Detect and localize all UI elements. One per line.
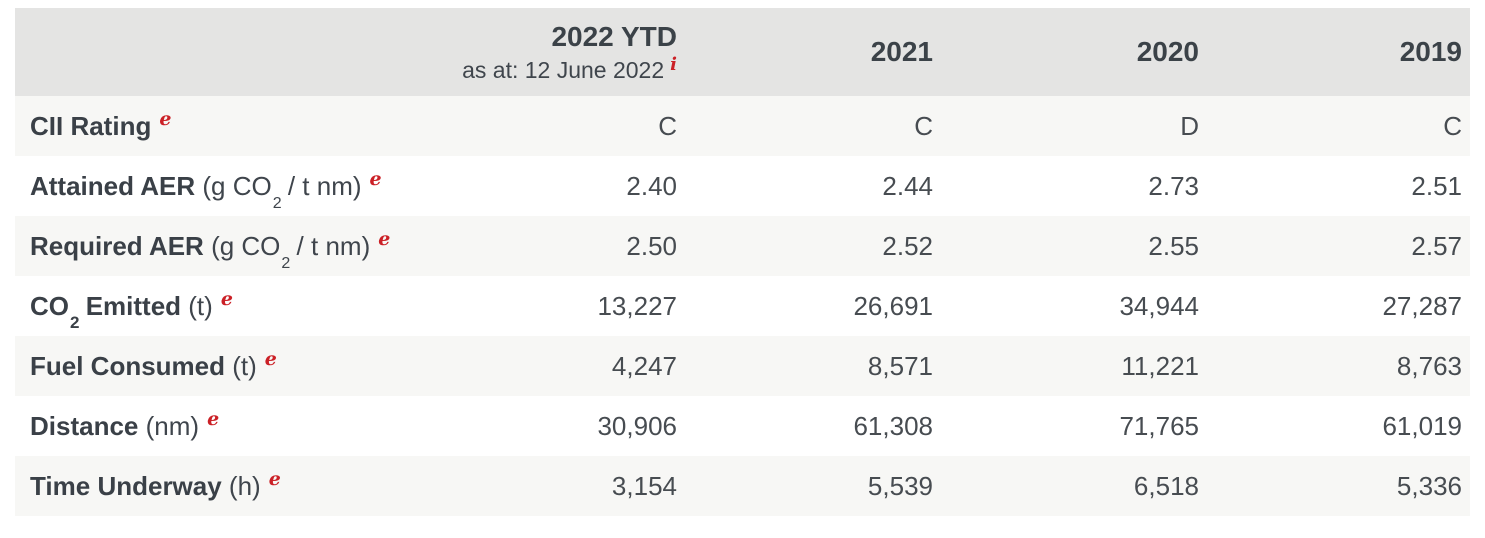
- footnote-e-marker: e: [264, 347, 277, 370]
- footnote-e-marker: e: [159, 107, 172, 130]
- cell-value: 2.73: [1148, 170, 1199, 201]
- cell-value: 13,227: [597, 290, 677, 321]
- cell-value: 61,019: [1382, 410, 1462, 441]
- table-row-co2-emitted: CO2 Emitted (t) e 13,227 26,691 34,944 27…: [15, 276, 1470, 336]
- cell-value: 6,518: [1133, 470, 1199, 501]
- cell-value: C: [658, 110, 677, 141]
- cell-value: 11,221: [1121, 350, 1199, 381]
- table-row-attained-aer: Attained AER (g CO2 / t nm) e 2.40 2.44 2…: [15, 156, 1470, 216]
- cell-value: 8,571: [867, 350, 933, 381]
- cell-value: 27,287: [1382, 290, 1462, 321]
- row-unit-text: / t nm): [280, 170, 362, 201]
- row-label-text: Time Underway: [30, 470, 222, 501]
- footnote-e-marker: e: [220, 287, 233, 310]
- header-2020: 2020: [1136, 36, 1199, 67]
- row-label-text: Required AER: [30, 230, 204, 261]
- cell-value: 2.44: [882, 170, 933, 201]
- cell-value: 2.52: [882, 230, 933, 261]
- cell-value: 71,765: [1119, 410, 1199, 441]
- cell-value: 8,763: [1396, 350, 1462, 381]
- cell-value: 61,308: [853, 410, 933, 441]
- emissions-table: 2022 YTD as at: 12 June 2022 i 2021 2020 …: [15, 8, 1470, 516]
- table-row-fuel-consumed: Fuel Consumed (t) e 4,247 8,571 11,221 8,…: [15, 336, 1470, 396]
- cell-value: 2.50: [626, 230, 677, 261]
- row-unit-text: (nm): [138, 410, 200, 441]
- row-label-text: Fuel Consumed: [30, 350, 226, 381]
- table-row-required-aer: Required AER (g CO2 / t nm) e 2.50 2.52 2…: [15, 216, 1470, 276]
- footnote-e-marker: e: [369, 167, 382, 190]
- row-label-cii-rating: CII Rating e: [15, 96, 435, 156]
- footnote-e-marker: e: [207, 407, 220, 430]
- cell-value: 2.55: [1148, 230, 1199, 261]
- table-row-cii-rating: CII Rating e C C D C: [15, 96, 1470, 156]
- header-2019: 2019: [1399, 36, 1462, 67]
- header-2022-ytd-subtitle: as at: 12 June 2022 i: [435, 55, 677, 85]
- row-unit-text: / t nm): [289, 230, 371, 261]
- footnote-e-marker: e: [378, 227, 391, 250]
- row-label-attained-aer: Attained AER (g CO2 / t nm) e: [15, 156, 435, 216]
- row-label-fuel-consumed: Fuel Consumed (t) e: [15, 336, 435, 396]
- cell-value: 2.57: [1411, 230, 1462, 261]
- footnote-e-marker: e: [268, 467, 281, 490]
- row-label-distance: Distance (nm) e: [15, 396, 435, 456]
- row-label-text: Distance: [30, 410, 139, 441]
- cell-value: 30,906: [597, 410, 677, 441]
- cell-value: 5,336: [1396, 470, 1462, 501]
- as-at-date-label: as at: 12 June 2022: [462, 57, 665, 83]
- row-unit-text: (t): [181, 290, 213, 321]
- row-label-required-aer: Required AER (g CO2 / t nm) e: [15, 216, 435, 276]
- row-unit-subscript: 2: [272, 194, 282, 212]
- row-unit-text: (h): [221, 470, 261, 501]
- row-unit-text: (g CO: [203, 230, 281, 261]
- cell-value: 4,247: [611, 350, 677, 381]
- cell-value: 3,154: [611, 470, 677, 501]
- cell-value: 2.51: [1411, 170, 1462, 201]
- row-label-text: Attained AER: [30, 170, 196, 201]
- cell-value: C: [914, 110, 933, 141]
- row-label-time-underway: Time Underway (h) e: [15, 456, 435, 516]
- row-unit-text: (t): [225, 350, 257, 381]
- cell-value: D: [1180, 110, 1199, 141]
- header-2022-ytd: 2022 YTD as at: 12 June 2022 i: [435, 8, 685, 96]
- row-unit-text: (g CO: [195, 170, 272, 201]
- info-tooltip-marker[interactable]: i: [670, 54, 677, 75]
- header-2022-ytd-title: 2022 YTD: [551, 21, 677, 52]
- row-unit-subscript: 2: [281, 254, 291, 272]
- row-label-text: CII Rating: [30, 110, 152, 141]
- table-row-time-underway: Time Underway (h) e 3,154 5,539 6,518 5,3…: [15, 456, 1470, 516]
- header-2021: 2021: [870, 36, 933, 67]
- row-label-subscript: 2: [70, 312, 80, 332]
- row-label-co2-emitted: CO2 Emitted (t) e: [15, 276, 435, 336]
- row-label-text: Emitted: [78, 290, 182, 321]
- cell-value: 5,539: [867, 470, 933, 501]
- table-header-row: 2022 YTD as at: 12 June 2022 i 2021 2020 …: [15, 8, 1470, 96]
- row-label-text: CO: [30, 290, 69, 321]
- cell-value: 26,691: [853, 290, 933, 321]
- cell-value: C: [1443, 110, 1462, 141]
- cell-value: 34,944: [1119, 290, 1199, 321]
- table-row-distance: Distance (nm) e 30,906 61,308 71,765 61,0…: [15, 396, 1470, 456]
- header-spacer-cell: [15, 8, 435, 96]
- cell-value: 2.40: [626, 170, 677, 201]
